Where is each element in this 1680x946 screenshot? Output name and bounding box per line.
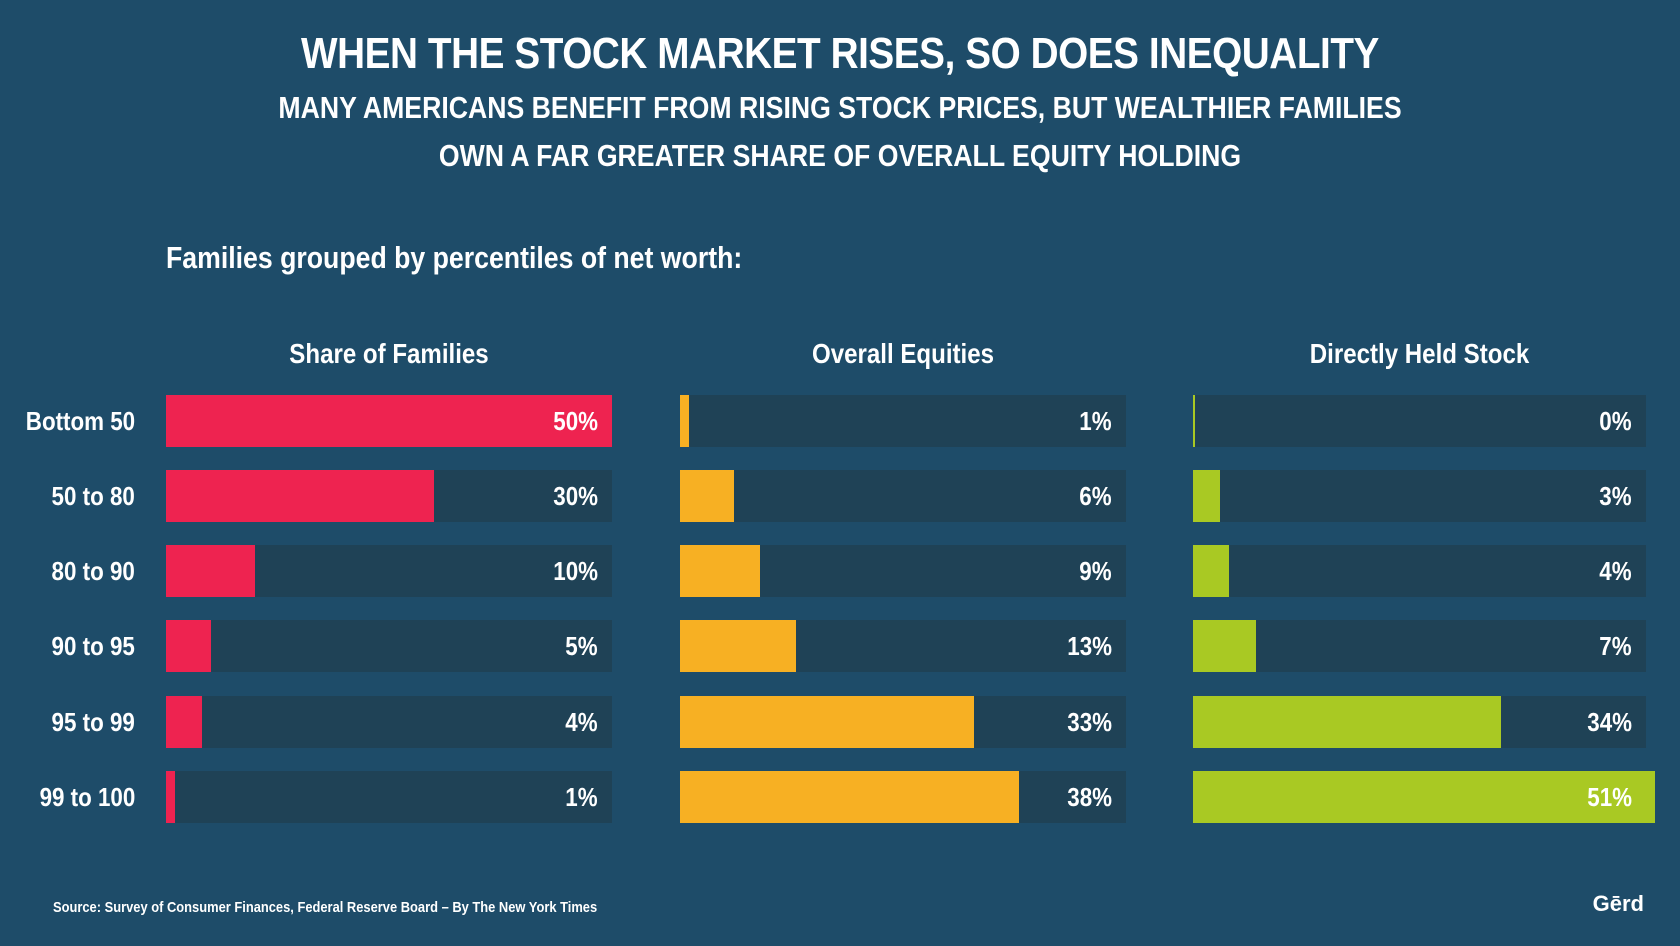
chart-subtitle-line-2: OWN A FAR GREATER SHARE OF OVERALL EQUIT… <box>438 138 1242 173</box>
bar <box>1193 620 1257 672</box>
bar-value-label: 10% <box>553 556 598 586</box>
source-note: Source: Survey of Consumer Finances, Fed… <box>53 899 598 916</box>
bar-track: 0% <box>1193 395 1646 447</box>
bar-value-label: 9% <box>1079 556 1112 586</box>
bar-value-label: 13% <box>1067 631 1112 661</box>
bar <box>166 395 612 447</box>
bar <box>166 545 256 597</box>
bar <box>166 696 202 748</box>
column-header-0: Share of Families <box>289 338 489 369</box>
bar-value-label: 38% <box>1067 782 1112 812</box>
row-label: 80 to 90 <box>0 545 135 597</box>
row-label: 99 to 100 <box>0 771 135 823</box>
row-label-text: Bottom 50 <box>25 406 135 436</box>
brand-logo: Gērd <box>1592 891 1644 916</box>
bar-value-label: 5% <box>565 631 598 661</box>
column-header-2: Directly Held Stock <box>1309 338 1530 369</box>
bar-track: 33% <box>680 696 1126 748</box>
bar-track: 38% <box>680 771 1126 823</box>
bar-value-label: 1% <box>565 782 598 812</box>
bar <box>680 771 1019 823</box>
bar-value-label: 4% <box>1599 556 1632 586</box>
bar-track: 4% <box>1193 545 1646 597</box>
row-label: 50 to 80 <box>0 470 135 522</box>
bar-track: 4% <box>166 696 612 748</box>
bar-value-label: 3% <box>1599 481 1632 511</box>
bar-value-label: 0% <box>1599 406 1632 436</box>
bar-value-label: 6% <box>1079 481 1112 511</box>
bar-track: 51% <box>1193 771 1656 823</box>
chart-subtitle-line-1: MANY AMERICANS BENEFIT FROM RISING STOCK… <box>278 90 1402 125</box>
bar <box>166 470 434 522</box>
bar-track: 13% <box>680 620 1126 672</box>
bar-track: 6% <box>680 470 1126 522</box>
bar-value-label: 7% <box>1599 631 1632 661</box>
bar <box>1193 395 1195 447</box>
row-label-text: 50 to 80 <box>51 481 135 511</box>
bar <box>680 470 734 522</box>
bar-value-label: 33% <box>1067 707 1112 737</box>
bar <box>166 620 211 672</box>
row-label-text: 95 to 99 <box>51 707 135 737</box>
row-label: Bottom 50 <box>0 395 135 447</box>
bar <box>680 696 975 748</box>
bar <box>1193 545 1230 597</box>
bar-value-label: 1% <box>1079 406 1112 436</box>
bar-track: 30% <box>166 470 612 522</box>
bar-track: 50% <box>166 395 612 447</box>
row-label: 95 to 99 <box>0 696 135 748</box>
bar-track: 5% <box>166 620 612 672</box>
bar <box>1193 470 1221 522</box>
bar <box>1193 771 1656 823</box>
bar <box>1193 696 1502 748</box>
bar <box>166 771 175 823</box>
bar-track: 34% <box>1193 696 1646 748</box>
row-label: 90 to 95 <box>0 620 135 672</box>
row-label-text: 90 to 95 <box>51 631 135 661</box>
bar-track: 1% <box>680 395 1126 447</box>
row-label-text: 80 to 90 <box>51 556 135 586</box>
chart-title: WHEN THE STOCK MARKET RISES, SO DOES INE… <box>301 29 1379 78</box>
bar-track: 1% <box>166 771 612 823</box>
bar-track: 3% <box>1193 470 1646 522</box>
bar-value-label: 30% <box>553 481 598 511</box>
bar <box>680 395 689 447</box>
bar-track: 10% <box>166 545 612 597</box>
bar-track: 9% <box>680 545 1126 597</box>
bar-value-label: 50% <box>553 406 598 436</box>
bar-track: 7% <box>1193 620 1646 672</box>
bar-value-label: 4% <box>565 707 598 737</box>
bar <box>680 545 761 597</box>
row-label-text: 99 to 100 <box>39 782 135 812</box>
bar-value-label: 51% <box>1587 782 1632 812</box>
column-header-1: Overall Equities <box>811 338 994 369</box>
group-label: Families grouped by percentiles of net w… <box>166 240 743 275</box>
bar-value-label: 34% <box>1587 707 1632 737</box>
bar <box>680 620 796 672</box>
